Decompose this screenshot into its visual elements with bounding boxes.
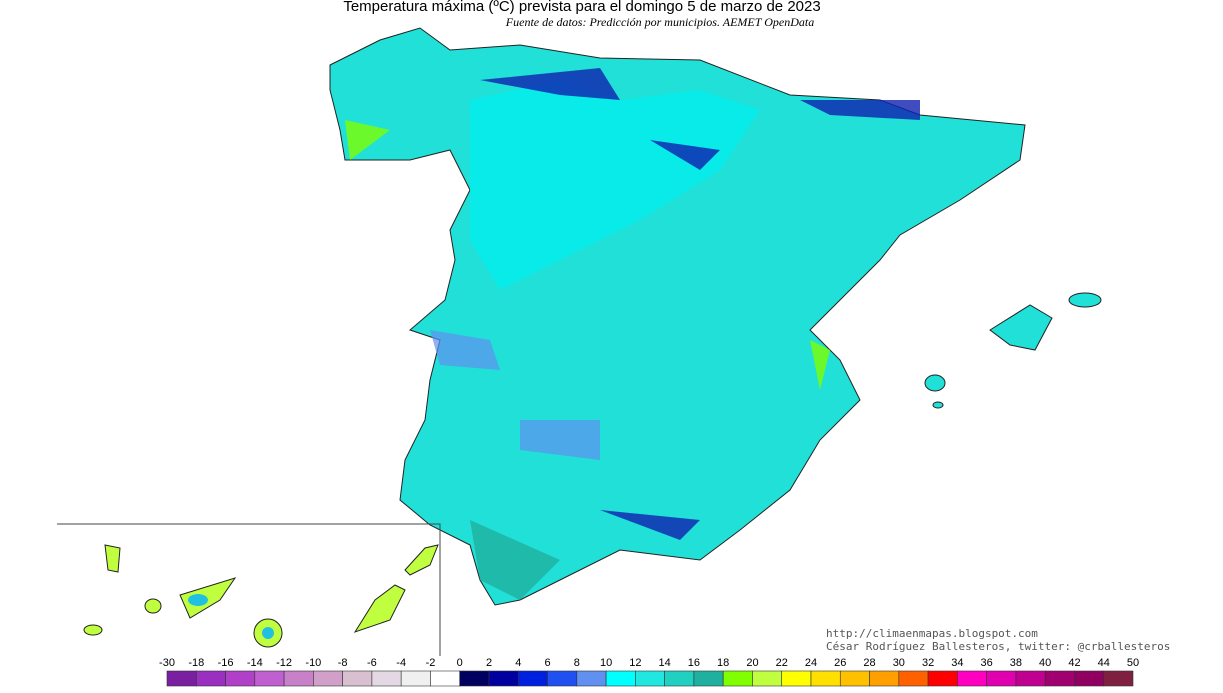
legend-swatch xyxy=(400,670,431,687)
legend-swatch xyxy=(283,670,314,687)
legend-swatch xyxy=(166,670,197,687)
legend-swatch xyxy=(254,670,285,687)
legend-swatch xyxy=(957,670,987,687)
legend-tick-label: -14 xyxy=(247,657,263,669)
legend-tick-label: -6 xyxy=(367,657,377,669)
legend-tick-label: 8 xyxy=(574,657,580,669)
legend-tick-label: -10 xyxy=(305,657,321,669)
legend-swatch xyxy=(1015,670,1046,687)
legend-tick-label: -30 xyxy=(159,657,175,669)
legend-swatch xyxy=(225,670,256,687)
legend-tick-label: 24 xyxy=(805,657,817,669)
legend-tick-label: 30 xyxy=(893,657,905,669)
legend-swatch xyxy=(371,670,402,687)
legend-swatch xyxy=(488,670,519,687)
legend-swatch xyxy=(195,670,226,687)
subtitle: Fuente de datos: Predicción por municipi… xyxy=(505,15,814,29)
legend-swatch xyxy=(986,670,1017,687)
color-legend: -30 -18 -16 -14 -12 -10 -8 -6 -4 -2 0 2 4 6 8 10 12 14 16 1… xyxy=(159,657,1139,687)
legend-tick-label: -8 xyxy=(338,657,348,669)
legend-swatch xyxy=(1103,670,1134,687)
legend-swatch xyxy=(1074,670,1105,687)
legend-swatch xyxy=(1044,670,1075,687)
legend-swatch xyxy=(576,670,607,687)
legend-tick-label: 6 xyxy=(544,657,550,669)
legend-tick-label: 16 xyxy=(688,657,700,669)
legend-swatch xyxy=(898,670,929,687)
legend-swatch xyxy=(722,670,753,687)
legend-tick-label: 34 xyxy=(951,657,963,669)
balearic-islands xyxy=(924,292,1102,409)
legend-tick-label: 42 xyxy=(1068,657,1080,669)
legend-swatch xyxy=(927,670,958,687)
legend-swatch xyxy=(342,670,373,687)
legend-tick-label: 38 xyxy=(1010,657,1022,669)
legend-tick-label: 44 xyxy=(1098,657,1110,669)
legend-tick-label: 32 xyxy=(922,657,934,669)
legend-tick-label: 4 xyxy=(515,657,521,669)
credit-author: César Rodríguez Ballesteros, twitter: @c… xyxy=(826,640,1170,653)
legend-swatch xyxy=(664,670,695,687)
legend-swatch xyxy=(459,670,490,687)
legend-swatch xyxy=(869,670,900,687)
legend-tick-label: -2 xyxy=(426,657,436,669)
legend-tick-label: 18 xyxy=(717,657,729,669)
legend-swatch xyxy=(810,670,841,687)
legend-swatch xyxy=(752,670,783,687)
canary-inset xyxy=(57,523,441,656)
legend-tick-label: -4 xyxy=(396,657,406,669)
legend-tick-label: 12 xyxy=(629,657,641,669)
legend-swatch xyxy=(839,670,870,687)
legend-swatch xyxy=(693,670,724,687)
legend-tick-label: -18 xyxy=(188,657,204,669)
legend-swatch xyxy=(605,670,636,687)
legend-tick-label: 22 xyxy=(776,657,788,669)
legend-tick-label: 0 xyxy=(457,657,463,669)
legend-swatch xyxy=(635,670,665,687)
legend-swatch xyxy=(313,670,343,687)
legend-swatch xyxy=(781,670,812,687)
legend-tick-label: 2 xyxy=(486,657,492,669)
legend-swatch xyxy=(430,670,461,687)
legend-tick-label: 36 xyxy=(981,657,993,669)
legend-tick-label: -16 xyxy=(218,657,234,669)
legend-swatch xyxy=(547,670,578,687)
legend-tick-label: 50 xyxy=(1127,657,1139,669)
peninsula xyxy=(329,27,1026,606)
legend-tick-label: 40 xyxy=(1039,657,1051,669)
legend-tick-label: -12 xyxy=(276,657,292,669)
legend-tick-label: 28 xyxy=(863,657,875,669)
title: Temperatura máxima (ºC) prevista para el… xyxy=(343,0,820,15)
legend-tick-label: 26 xyxy=(834,657,846,669)
legend-swatch xyxy=(517,670,548,687)
legend-tick-label: 14 xyxy=(659,657,671,669)
legend-tick-label: 10 xyxy=(600,657,612,669)
legend-tick-label: 20 xyxy=(746,657,758,669)
credit-url: http://climaenmapas.blogspot.com xyxy=(826,627,1038,640)
